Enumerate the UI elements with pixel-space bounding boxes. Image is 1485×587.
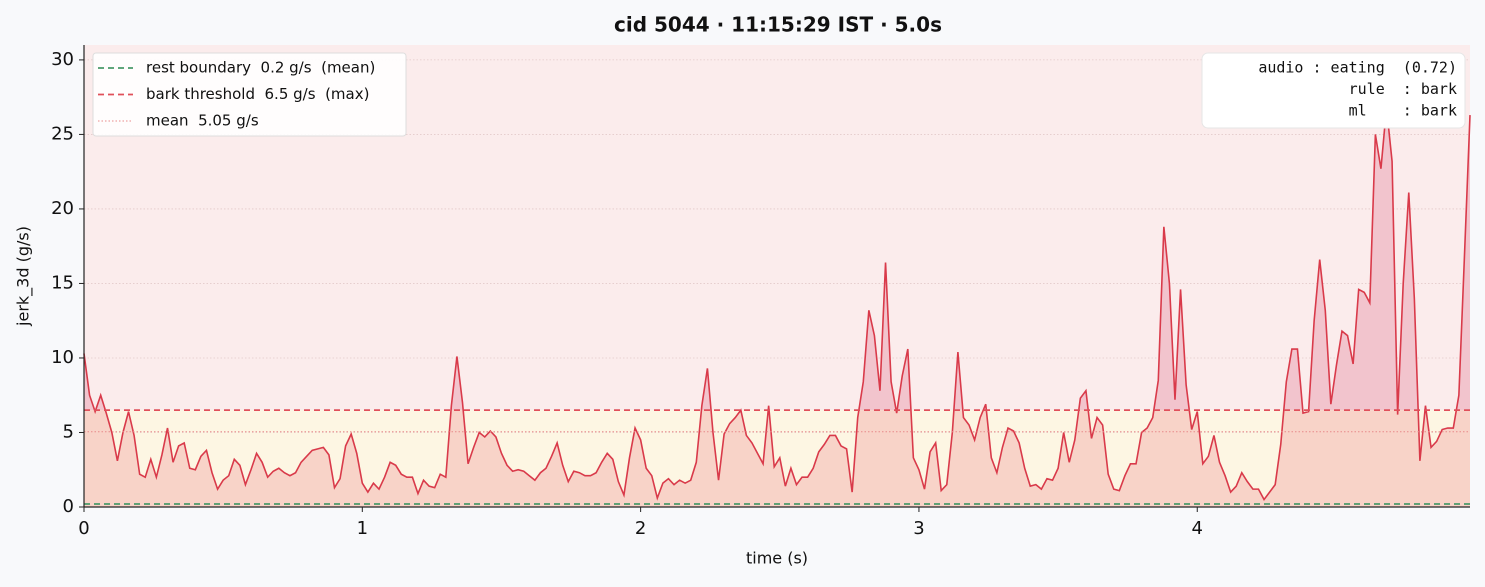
y-tick-label: 0	[63, 496, 74, 517]
y-axis-label: jerk_3d (g/s)	[14, 226, 34, 327]
x-tick-label: 4	[1192, 518, 1203, 539]
area-low	[84, 410, 1470, 507]
annotation-box	[1201, 52, 1466, 129]
legend-label: bark threshold 6.5 g/s (max)	[146, 85, 369, 103]
annotation-line: audio : eating (0.72)	[1258, 59, 1457, 77]
annotation-line: ml : bark	[1349, 102, 1457, 120]
legend-label: mean 5.05 g/s	[146, 112, 259, 130]
legend-label: rest boundary 0.2 g/s (mean)	[146, 59, 375, 77]
annotation-line: rule : bark	[1349, 80, 1457, 98]
y-tick-label: 25	[51, 123, 74, 144]
y-tick-label: 10	[51, 347, 74, 368]
legend-box	[92, 52, 407, 137]
y-tick-label: 20	[51, 198, 74, 219]
line	[83, 107, 1471, 502]
x-tick-label: 0	[78, 518, 89, 539]
x-tick-label: 3	[913, 518, 924, 539]
y-tick-label: 15	[51, 272, 74, 293]
y-tick-label: 5	[63, 421, 74, 442]
x-tick-label: 2	[635, 518, 646, 539]
chart-title: cid 5044 · 11:15:29 IST · 5.0s	[614, 13, 942, 37]
x-axis-label: time (s)	[746, 549, 808, 568]
y-tick-label: 30	[51, 49, 74, 70]
x-tick-label: 1	[357, 518, 368, 539]
